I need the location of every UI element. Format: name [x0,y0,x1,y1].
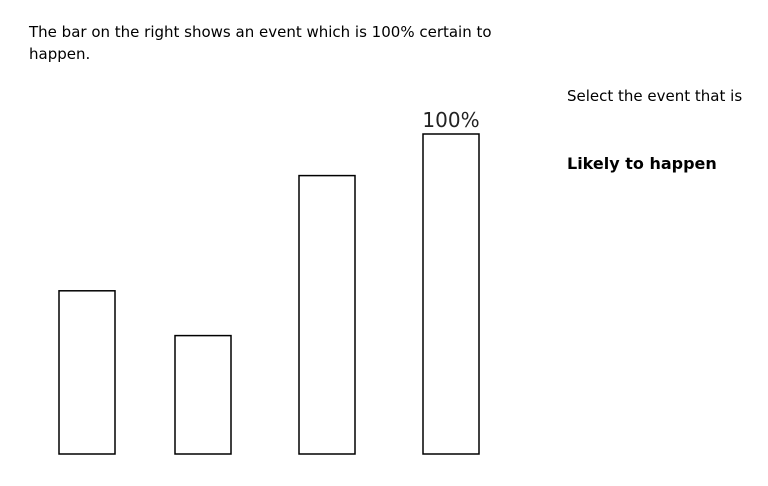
bar-value-label: 100% [422,108,479,132]
event-bar-2[interactable] [174,334,232,455]
event-bar-1[interactable] [58,290,116,455]
event-bar-3[interactable] [298,174,356,455]
target-event-label: Likely to happen [567,154,717,173]
event-bar-4[interactable] [422,133,480,455]
prompt-text: Select the event that is [567,87,743,105]
intro-text: The bar on the right shows an event whic… [29,23,492,63]
